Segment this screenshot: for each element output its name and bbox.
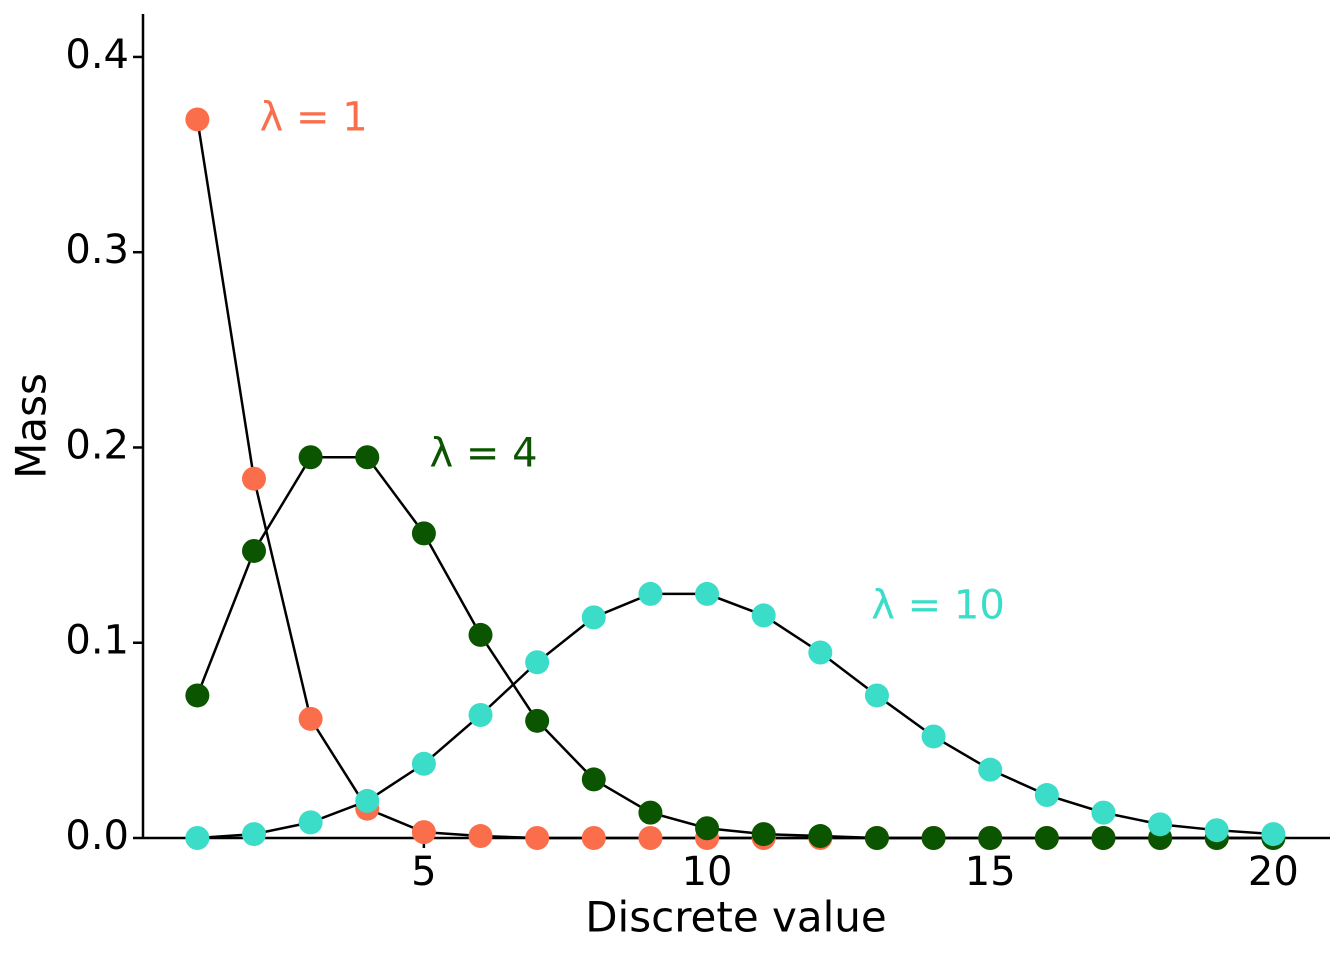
data-point xyxy=(1204,818,1229,843)
y-tick-label: 0.2 xyxy=(65,422,129,468)
y-tick-label: 0.3 xyxy=(65,227,129,273)
data-point xyxy=(411,751,436,776)
data-point xyxy=(185,107,210,132)
data-point xyxy=(1091,800,1116,825)
data-point xyxy=(1261,822,1286,847)
data-point xyxy=(241,822,266,847)
data-point xyxy=(978,826,1003,850)
data-point xyxy=(298,706,323,731)
x-tick-label: 5 xyxy=(411,849,436,895)
y-tick-label: 0.4 xyxy=(65,32,129,78)
data-point xyxy=(185,826,210,850)
data-point xyxy=(298,810,323,835)
data-point xyxy=(751,603,776,628)
data-point xyxy=(525,708,550,733)
data-point xyxy=(411,521,436,546)
data-point xyxy=(808,640,833,665)
data-point xyxy=(581,605,606,630)
x-tick-label: 20 xyxy=(1248,849,1299,895)
data-point xyxy=(1148,812,1173,837)
data-point xyxy=(1034,826,1059,850)
x-tick-label: 15 xyxy=(965,849,1016,895)
series-label: λ = 1 xyxy=(260,94,368,140)
data-point xyxy=(468,622,493,647)
y-axis-label: Mass xyxy=(7,373,56,479)
data-point xyxy=(638,800,663,825)
data-point xyxy=(864,826,889,850)
data-point xyxy=(1034,783,1059,808)
data-point xyxy=(581,767,606,792)
data-point xyxy=(411,820,436,845)
data-point xyxy=(695,816,720,841)
data-point xyxy=(525,826,550,850)
data-point xyxy=(638,826,663,850)
data-point xyxy=(751,822,776,847)
data-point xyxy=(468,824,493,849)
data-point xyxy=(241,466,266,491)
data-point xyxy=(921,724,946,749)
data-point xyxy=(921,826,946,850)
data-point xyxy=(355,445,380,470)
data-point xyxy=(241,538,266,563)
x-tick-label: 10 xyxy=(682,849,733,895)
data-point xyxy=(185,683,210,708)
data-point xyxy=(581,826,606,850)
data-point xyxy=(808,824,833,849)
data-point xyxy=(978,757,1003,782)
data-point xyxy=(298,445,323,470)
x-axis-label: Discrete value xyxy=(585,893,887,942)
data-point xyxy=(355,788,380,813)
data-point xyxy=(525,650,550,675)
data-point xyxy=(468,702,493,727)
data-point xyxy=(638,581,663,606)
y-tick-label: 0.1 xyxy=(65,618,129,664)
series-line xyxy=(196,455,1274,840)
series-label: λ = 4 xyxy=(430,430,538,476)
series-line xyxy=(196,119,1274,840)
data-point xyxy=(1091,826,1116,850)
y-tick-label: 0.0 xyxy=(65,813,129,859)
data-point xyxy=(695,581,720,606)
series-label: λ = 10 xyxy=(871,583,1005,629)
data-point xyxy=(864,683,889,708)
